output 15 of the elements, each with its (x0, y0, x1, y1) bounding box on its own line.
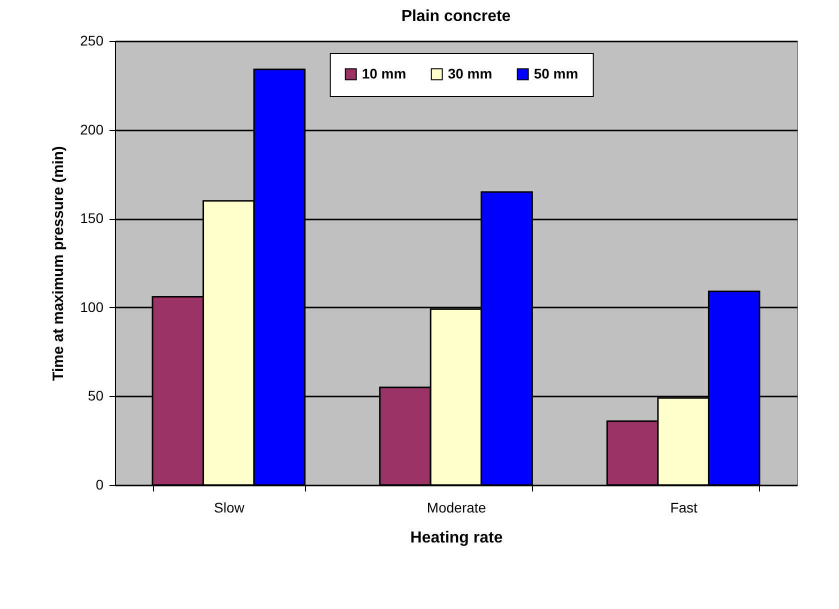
y-tick-label: 0 (96, 476, 104, 492)
y-tick-label: 250 (80, 32, 104, 48)
y-tick-label: 50 (88, 388, 104, 404)
y-tick-label: 200 (80, 121, 104, 138)
legend-label: 50 mm (534, 65, 578, 82)
legend-label: 30 mm (448, 65, 492, 82)
y-tick-label: 100 (80, 298, 104, 315)
x-axis-title: Heating rate (410, 530, 503, 546)
x-tick-label: Slow (214, 500, 246, 516)
chart-title: Plain concrete (401, 8, 511, 25)
x-tick-label: Moderate (426, 500, 486, 516)
x-tick-label: Fast (670, 500, 698, 516)
legend-label: 10 mm (362, 65, 406, 82)
y-axis-title: Time at maximum pressure (min) (50, 146, 68, 381)
y-tick-label: 150 (80, 210, 104, 226)
